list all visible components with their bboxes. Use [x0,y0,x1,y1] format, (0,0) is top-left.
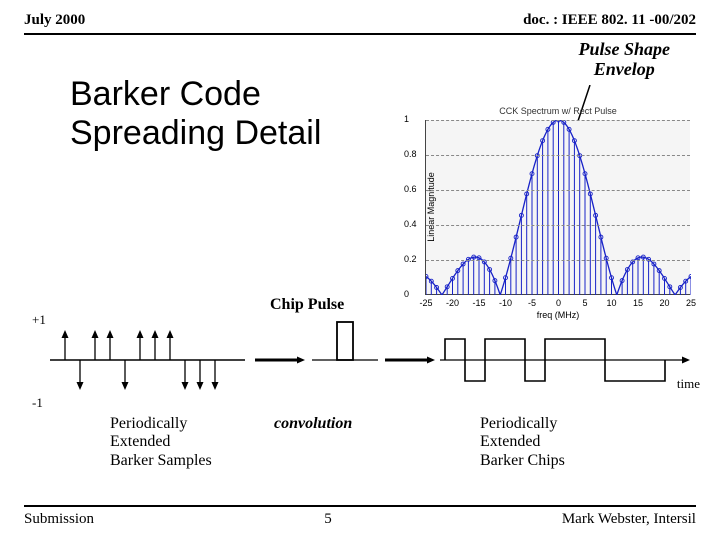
envelop-line1: Pulse Shape [578,40,670,60]
slide-title: Barker Code Spreading Detail [70,75,321,153]
spectrum-svg [426,120,691,295]
convolution-label: convolution [274,415,352,433]
title-line2: Spreading Detail [70,114,321,153]
samples-l3: Barker Samples [110,452,212,470]
chips-l2: Extended [480,433,565,451]
samples-l2: Extended [110,433,212,451]
envelop-line2: Envelop [578,60,670,80]
slide-footer: Submission 5 Mark Webster, Intersil [24,505,696,528]
title-line1: Barker Code [70,75,321,114]
slide-header: July 2000 doc. : IEEE 802. 11 -00/202 [24,12,696,35]
pulse-shape-envelop-label: Pulse Shape Envelop [578,40,670,80]
barker-time-diagram [30,312,700,408]
samples-l1: Periodically [110,415,212,433]
footer-center: 5 [324,511,332,528]
slide-page: July 2000 doc. : IEEE 802. 11 -00/202 Ba… [0,0,720,540]
footer-right: Mark Webster, Intersil [562,511,696,528]
header-doc-id: doc. : IEEE 802. 11 -00/202 [523,12,696,29]
footer-left: Submission [24,511,94,528]
chips-l1: Periodically [480,415,565,433]
spectrum-plot: CCK Spectrum w/ Rect Pulse Linear Magnit… [425,120,690,295]
spectrum-title: CCK Spectrum w/ Rect Pulse [426,106,690,116]
barker-chips-label: Periodically Extended Barker Chips [480,415,565,470]
chips-l3: Barker Chips [480,452,565,470]
header-date: July 2000 [24,12,85,29]
barker-samples-label: Periodically Extended Barker Samples [110,415,212,470]
